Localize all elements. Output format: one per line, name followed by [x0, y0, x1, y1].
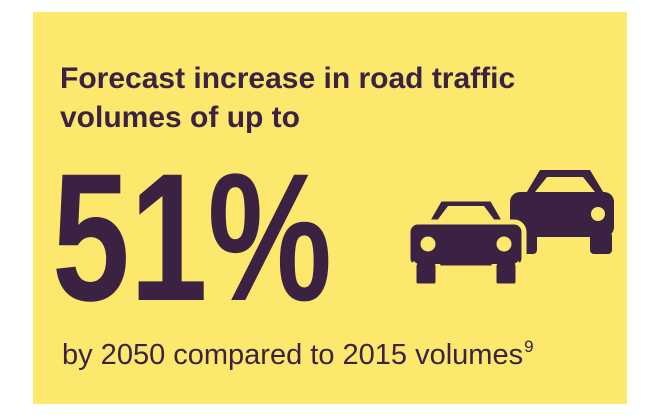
cars-icon	[405, 170, 614, 289]
heading-line: Forecast increase in road traffic	[60, 62, 515, 95]
caption-text: by 2050 compared to 2015 volumes	[62, 339, 523, 371]
footnote-marker: 9	[524, 337, 533, 356]
big-figure: 51%	[52, 135, 332, 339]
caption: by 2050 compared to 2015 volumes9	[62, 337, 534, 371]
car-back	[510, 170, 614, 254]
car-front-details	[412, 206, 520, 282]
heading-line: volumes of up to	[60, 101, 300, 134]
